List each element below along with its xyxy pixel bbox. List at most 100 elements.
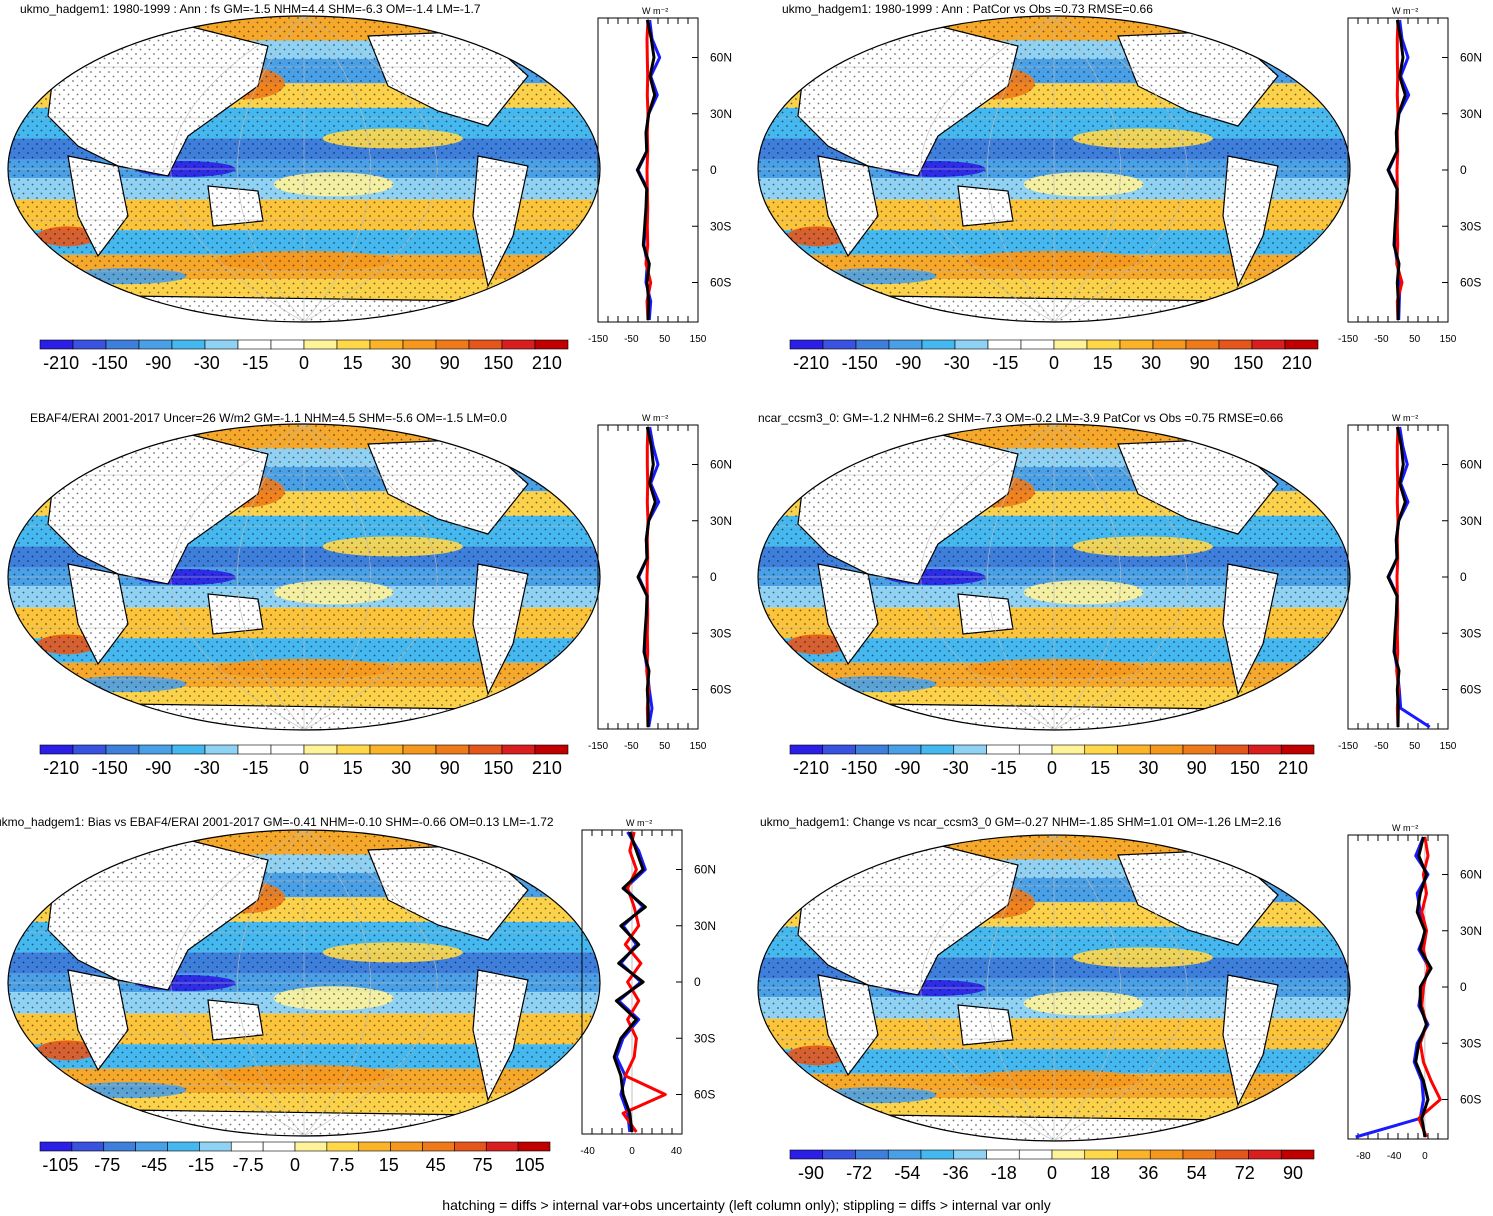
colorbar-swatch <box>369 339 404 350</box>
colorbar-swatch <box>987 339 1022 350</box>
colorbar <box>789 1149 1315 1160</box>
colorbar-swatch <box>1084 744 1118 755</box>
panel-title: ukmo_hadgem1: Change vs ncar_ccsm3_0 GM=… <box>760 815 1282 829</box>
colorbar <box>39 744 569 755</box>
colorbar-tick-label: 90 <box>1282 1163 1304 1183</box>
colorbar-tick-label: -30 <box>193 353 220 373</box>
colorbar-swatch <box>358 1141 391 1152</box>
profile-x-tick-label: 50 <box>659 334 671 345</box>
colorbar-swatch <box>1117 744 1151 755</box>
colorbar-swatch <box>1084 1149 1118 1160</box>
lat-tick-label: 30N <box>1460 107 1482 121</box>
profile-x-tick-label: -150 <box>588 334 608 345</box>
lat-tick-label: 60N <box>1460 868 1482 882</box>
colorbar-tick-label: -15 <box>990 758 1017 778</box>
profile-x-tick-label: 150 <box>690 741 707 752</box>
profile-x-tick-label: -50 <box>1374 741 1389 752</box>
colorbar-tick-label: -30 <box>193 758 220 778</box>
profile-x-tick-label: -150 <box>588 741 608 752</box>
colorbar-swatch <box>167 1141 200 1152</box>
colorbar-swatch <box>1182 744 1217 755</box>
colorbar-tick-label: 72 <box>1234 1163 1255 1183</box>
colorbar-tick-label: 150 <box>1229 758 1260 778</box>
colorbar-tick-label: 30 <box>391 353 412 373</box>
lat-tick-label: 60S <box>694 1088 715 1102</box>
colorbar-tick-label: -210 <box>43 353 80 373</box>
colorbar-swatch <box>855 744 889 755</box>
colorbar-swatch <box>237 339 272 350</box>
colorbar-swatch <box>1182 1149 1217 1160</box>
profile-x-tick-label: -50 <box>624 741 639 752</box>
panel-title: EBAF4/ERAI 2001-2017 Uncer=26 W/m2 GM=-1… <box>30 411 507 425</box>
colorbar-tick-label: 0 <box>298 353 310 373</box>
profile-series-diff <box>1414 836 1433 1138</box>
colorbar-swatch <box>789 1149 824 1160</box>
colorbar-swatch <box>1051 744 1086 755</box>
colorbar-tick-label: 210 <box>531 353 562 373</box>
world-map <box>757 834 1351 1142</box>
colorbar-tick-label: -15 <box>992 353 1019 373</box>
footnote: hatching = diffs > internal var+obs unce… <box>442 1197 1051 1213</box>
colorbar-tick-label: -54 <box>894 1163 921 1183</box>
colorbar-swatch <box>105 744 140 755</box>
colorbar-swatch <box>422 1141 455 1152</box>
colorbar-swatch <box>435 744 470 755</box>
profile-unit: W m⁻² <box>1392 413 1418 423</box>
colorbar-swatch <box>1051 1149 1086 1160</box>
profile-unit: W m⁻² <box>1392 823 1418 833</box>
profile-series-obs <box>1417 836 1442 1138</box>
colorbar-swatch <box>485 1141 519 1152</box>
colorbar-swatch <box>72 744 107 755</box>
colorbar-swatch <box>953 1149 987 1160</box>
zonal-profile: W m⁻² 60N 30N 0 30S 60S -150 -50 50 150 <box>588 6 732 345</box>
colorbar-swatch <box>171 339 206 350</box>
colorbar-swatch <box>135 1141 168 1152</box>
zonal-profile: W m⁻² 60N 30N 0 30S 60S -80 -40 0 <box>1347 823 1482 1162</box>
colorbar-tick-label: 90 <box>1189 353 1210 373</box>
colorbar-swatch <box>402 744 437 755</box>
world-map <box>757 15 1351 323</box>
colorbar <box>39 1141 551 1152</box>
lat-tick-label: 30N <box>694 919 716 933</box>
colorbar-tick-label: -36 <box>942 1163 969 1183</box>
profile-x-tick-label: 0 <box>629 1146 635 1157</box>
colorbar-swatch <box>501 744 536 755</box>
colorbar-tick-label: -210 <box>793 353 830 373</box>
colorbar-swatch <box>920 1149 955 1160</box>
colorbar-tick-label: 15 <box>378 1155 399 1175</box>
colorbar-swatch <box>39 339 74 350</box>
colorbar-tick-label: -30 <box>943 353 970 373</box>
panel-title: ukmo_hadgem1: 1980-1999 : Ann : PatCor v… <box>782 2 1153 16</box>
colorbar-tick-label: -15 <box>188 1155 215 1175</box>
colorbar-tick-label: -90 <box>797 1163 825 1183</box>
colorbar-swatch <box>534 339 569 350</box>
world-map <box>7 829 601 1137</box>
colorbar-tick-label: -150 <box>841 353 878 373</box>
colorbar-swatch <box>270 339 305 350</box>
colorbar-tick-label: -150 <box>841 758 878 778</box>
colorbar-swatch <box>822 744 856 755</box>
profile-x-tick-label: 40 <box>671 1146 683 1157</box>
zonal-profile: W m⁻² 60N 30N 0 30S 60S -150 -50 50 150 <box>1338 6 1482 345</box>
lat-tick-label: 0 <box>710 163 717 177</box>
colorbar-tick-label: 90 <box>439 758 460 778</box>
colorbar-tick-label: -150 <box>91 353 128 373</box>
profile-series-diff <box>612 831 647 1133</box>
colorbar-swatch <box>138 744 173 755</box>
colorbar-tick-label: 210 <box>1281 353 1312 373</box>
colorbar-swatch <box>402 339 437 350</box>
colorbar-swatch <box>326 1141 360 1152</box>
colorbar-swatch <box>171 744 206 755</box>
colorbar <box>789 744 1315 755</box>
lat-tick-label: 30S <box>694 1031 715 1045</box>
profile-x-tick-label: -40 <box>1387 1151 1402 1162</box>
colorbar-tick-label: 45 <box>425 1155 446 1175</box>
zonal-profile: W m⁻² 60N 30N 0 30S 60S -150 -50 50 150 <box>588 413 732 752</box>
colorbar-swatch <box>920 744 955 755</box>
colorbar-tick-label: -75 <box>94 1155 121 1175</box>
profile-unit: W m⁻² <box>1392 6 1418 16</box>
profile-x-tick-label: 50 <box>1409 334 1421 345</box>
colorbar-tick-label: -150 <box>91 758 128 778</box>
colorbar-tick-label: 18 <box>1090 1163 1111 1183</box>
colorbar-swatch <box>336 744 371 755</box>
